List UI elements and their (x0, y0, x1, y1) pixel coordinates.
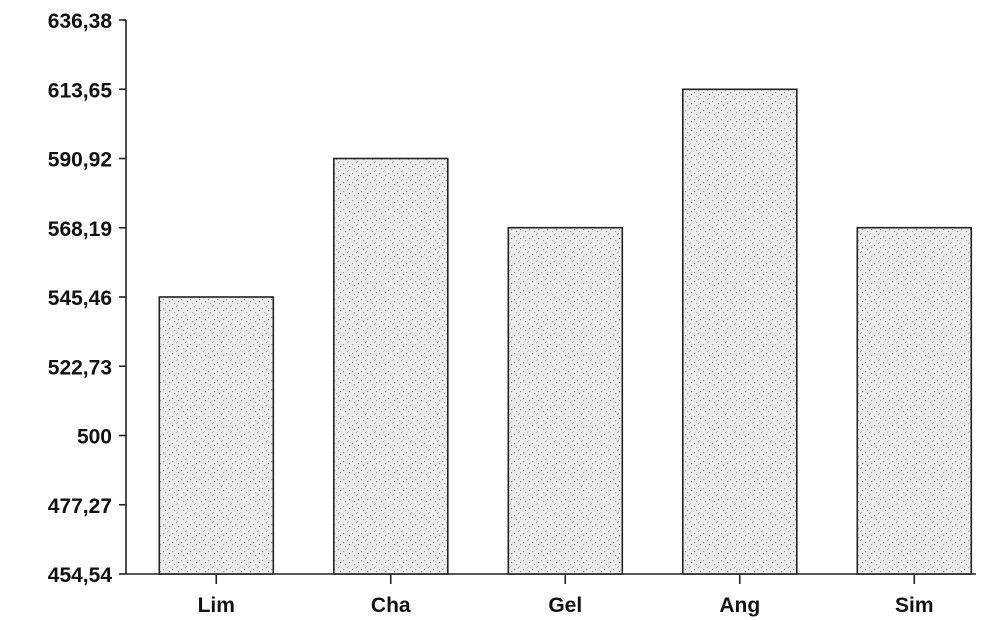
x-tick-label: Sim (895, 594, 934, 617)
y-tick-label: 590,92 (48, 149, 112, 172)
x-axis: Lim Cha Gel Ang Sim (126, 573, 976, 617)
x-tick-label: Ang (719, 594, 760, 617)
y-tick-label: 500 (77, 426, 112, 449)
y-tick-label: 454,54 (48, 564, 113, 587)
bar-lim (158, 296, 275, 575)
x-tick-label: Gel (548, 594, 582, 617)
bar-sim (856, 226, 973, 575)
x-tick-label: Lim (198, 594, 235, 617)
y-tick-label: 613,65 (48, 79, 113, 102)
y-axis: 454,54 477,27 500 522,73 545,46 568,19 590,92 6… (48, 10, 127, 587)
bar-ang (681, 88, 798, 575)
y-tick-label: 545,46 (48, 287, 112, 310)
y-tick-label: 477,27 (48, 495, 112, 518)
bar-cha (332, 157, 449, 575)
y-tick-label: 568,19 (48, 218, 112, 241)
bar-gel (507, 226, 624, 575)
bars (158, 88, 973, 575)
y-tick-label: 522,73 (48, 356, 112, 379)
y-tick-label: 636,38 (48, 10, 113, 33)
x-tick-label: Cha (371, 594, 411, 617)
